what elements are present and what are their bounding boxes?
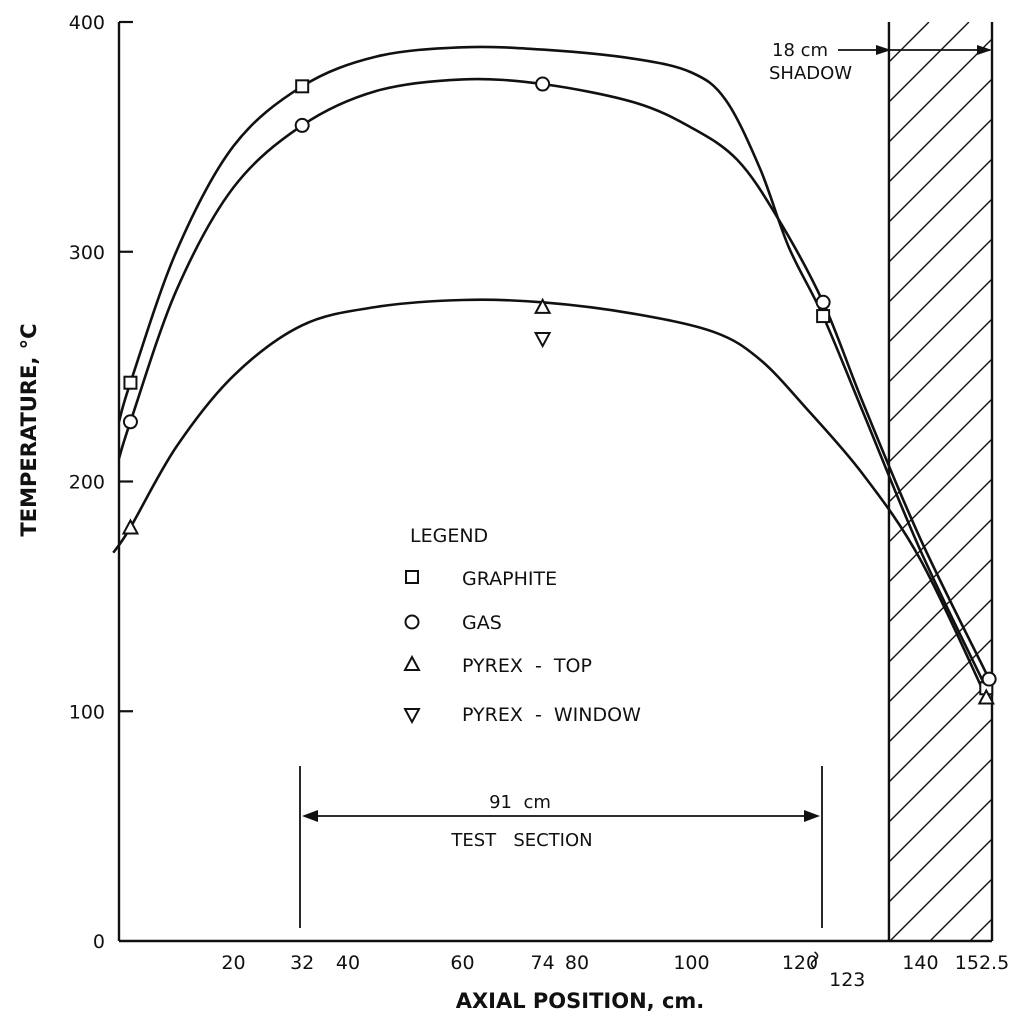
marker-gas: [815, 294, 831, 310]
x-tick-label-80: 80: [565, 952, 589, 974]
test-section-annotation: 91 cm TEST SECTION: [299, 766, 823, 928]
y-axis-title: TEMPERATURE, °C: [17, 323, 41, 536]
curve-pyrex-top: [112, 298, 988, 699]
x-tick-123-leader: [810, 951, 819, 969]
test-section-left-arrowhead: [302, 810, 318, 822]
shadow-length-label: 18 cm: [772, 40, 828, 61]
legend-label-pyrex-top: PYREX - TOP: [462, 655, 592, 677]
test-section-right-arrowhead: [804, 810, 820, 822]
curves: [112, 45, 991, 699]
curve-graphite: [117, 45, 988, 689]
x-tick-label-60: 60: [450, 952, 474, 974]
y-tick-label-0: 0: [93, 931, 105, 953]
hatch-line: [888, 437, 993, 543]
marker-pyrex-top: [533, 297, 552, 314]
shadow-annotation: 18 cm SHADOW: [769, 40, 992, 84]
x-tick-label-100: 100: [673, 952, 709, 974]
hatch-line: [888, 117, 993, 223]
x-tick-label-20: 20: [221, 952, 245, 974]
tick-labels: 0 100 200 300 400 20 32 40 60 74 80 100 120 123 140 152…: [69, 12, 1009, 991]
hatch-line: [888, 77, 993, 183]
marker-pyrex-window: [533, 332, 552, 349]
hatch-line: [888, 597, 993, 703]
shadow-left-arrowhead: [876, 45, 891, 55]
shadow-name-label: SHADOW: [769, 63, 852, 84]
hatch-line: [888, 237, 993, 343]
hatch-line: [888, 157, 993, 263]
hatch-line: [888, 317, 993, 423]
legend-graphite-square-marker: [405, 570, 419, 584]
marker-gas: [294, 117, 310, 133]
y-tick-label-400: 400: [69, 12, 105, 34]
hatch-line: [1010, 22, 1030, 941]
marker-pyrex-top: [121, 518, 140, 535]
legend-label-gas: GAS: [462, 612, 502, 634]
x-axis-title: AXIAL POSITION, cm.: [456, 989, 705, 1013]
marker-gas: [535, 76, 551, 92]
hatch-line: [969, 917, 993, 941]
marker-pyrex-top: [977, 688, 995, 705]
legend-pyrex-top-triangle-marker: [403, 654, 421, 671]
legend-pyrex-window-triangle-marker: [403, 708, 421, 725]
hatch-line: [929, 877, 993, 941]
x-tick-label-152-5: 152.5: [955, 952, 1009, 974]
y-tick-label-200: 200: [69, 472, 105, 494]
marker-gas: [122, 414, 138, 430]
hatch-line: [888, 717, 993, 823]
hatch-line: [888, 677, 993, 783]
marker-graphite: [295, 79, 310, 94]
legend-title: LEGEND: [410, 525, 488, 547]
hatch-line: [888, 397, 993, 503]
y-tick-label-100: 100: [69, 701, 105, 723]
shadow-hatch-lines: [888, 22, 1030, 941]
marker-graphite: [816, 309, 831, 324]
test-section-length-label: 91 cm: [489, 792, 551, 813]
shadow-hatched-region: [887, 22, 1030, 941]
marker-gas: [981, 671, 997, 687]
x-tick-label-123: 123: [829, 969, 865, 991]
markers: [121, 76, 997, 705]
x-tick-label-40: 40: [336, 952, 360, 974]
x-tick-label-120: 120: [782, 952, 818, 974]
hatch-line: [888, 757, 993, 863]
legend-gas-circle-marker: [404, 614, 420, 630]
x-tick-label-74: 74: [531, 952, 555, 974]
legend: LEGEND GRAPHITE GAS PYREX - TOP PYREX - …: [403, 525, 641, 726]
legend-label-pyrex-window: PYREX - WINDOW: [462, 704, 641, 726]
legend-label-graphite: GRAPHITE: [462, 568, 557, 590]
hatch-line: [888, 637, 993, 743]
curve-gas: [117, 77, 991, 680]
hatch-line: [888, 517, 993, 623]
hatch-line: [888, 477, 993, 583]
hatch-line: [888, 557, 993, 663]
hatch-line: [888, 22, 930, 63]
y-tick-label-300: 300: [69, 242, 105, 264]
x-tick-label-32: 32: [290, 952, 314, 974]
test-section-name-label: TEST SECTION: [450, 830, 592, 851]
shadow-right-arrowhead: [977, 45, 992, 55]
x-tick-label-140: 140: [902, 952, 938, 974]
hatch-line: [888, 197, 993, 303]
axes: [117, 22, 992, 943]
marker-graphite: [123, 375, 138, 390]
hatch-line: [888, 797, 993, 903]
hatch-line: [888, 277, 993, 383]
